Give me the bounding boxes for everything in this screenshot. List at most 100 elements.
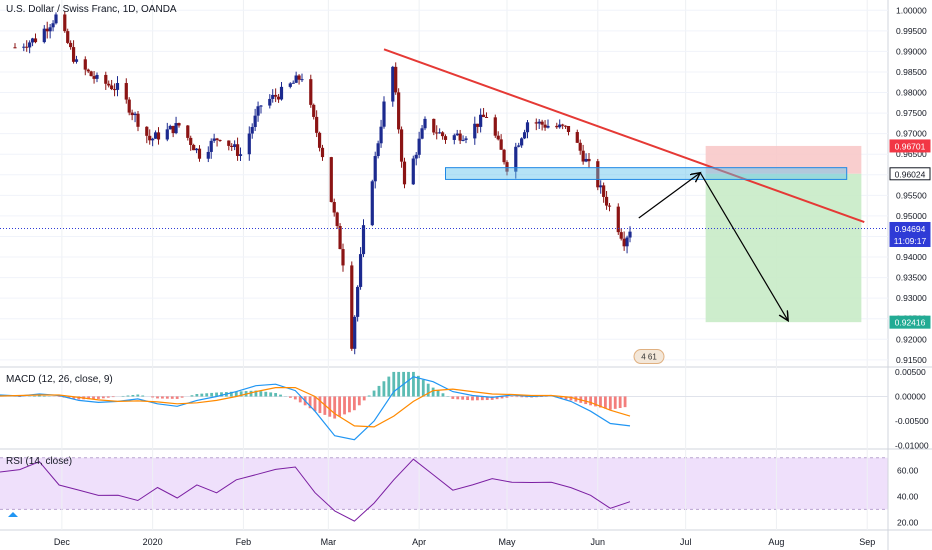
macd-histogram-bar bbox=[229, 391, 233, 397]
candle-body bbox=[420, 128, 424, 139]
macd-histogram-bar bbox=[564, 396, 568, 400]
candle-body bbox=[28, 42, 32, 48]
macd-histogram-bar bbox=[141, 395, 145, 397]
price-tag-label: 11:09:17 bbox=[894, 236, 927, 246]
macd-histogram-bar bbox=[111, 396, 115, 398]
price-tags: 0.96701 0.96024 0.94694 11:09:17 0.92416 bbox=[889, 139, 931, 329]
macd-histogram-bar bbox=[392, 371, 396, 397]
candle-body bbox=[423, 118, 427, 129]
macd-histogram-bar bbox=[421, 379, 425, 397]
macd-histogram-bar bbox=[170, 396, 174, 399]
news-badge bbox=[633, 349, 665, 365]
macd-histogram-bar bbox=[471, 396, 474, 401]
macd-histogram-bar bbox=[343, 396, 346, 415]
candle-body bbox=[253, 115, 257, 127]
candle-body bbox=[473, 123, 477, 139]
candle-body bbox=[206, 151, 210, 159]
candle-body bbox=[238, 154, 243, 156]
candle-body bbox=[215, 138, 219, 140]
macd-histogram-bar bbox=[372, 390, 376, 397]
candle-body bbox=[602, 185, 606, 197]
macd-histogram-bar bbox=[175, 396, 179, 399]
candle-body bbox=[558, 124, 562, 128]
candle-body bbox=[329, 157, 333, 202]
macd-histogram-bar bbox=[397, 371, 401, 397]
macd-histogram-bar bbox=[220, 392, 223, 397]
macd-histogram-bar bbox=[293, 396, 297, 400]
candle-body bbox=[69, 42, 73, 48]
candle-body bbox=[63, 14, 67, 32]
candle-body bbox=[496, 135, 500, 140]
rsi-label: RSI (14, close) bbox=[6, 456, 73, 467]
price-tag-label: 0.96024 bbox=[895, 169, 926, 179]
macd-histogram-bar bbox=[318, 396, 322, 414]
candle-body bbox=[625, 237, 629, 247]
candle-body bbox=[92, 76, 96, 79]
macd-histogram-bar bbox=[599, 396, 602, 408]
candle-body bbox=[581, 150, 585, 162]
candle-body bbox=[341, 249, 345, 266]
axes: Dec 2020 Feb Mar Apr May Jun Jul Aug Sep 1.00000 0.… bbox=[54, 5, 929, 547]
zones bbox=[705, 145, 862, 323]
macd-histogram-bar bbox=[451, 396, 455, 399]
x-tick-label: Jul bbox=[680, 537, 692, 547]
macd-histogram-bar bbox=[584, 396, 588, 405]
macd-histogram-bar bbox=[279, 394, 282, 397]
macd-histogram-bar bbox=[412, 371, 415, 397]
macd-histogram-bar bbox=[239, 391, 243, 397]
candle-body bbox=[171, 125, 175, 134]
candle-body bbox=[174, 123, 178, 134]
macd-histogram-bar bbox=[362, 396, 366, 401]
rsi-tick-label: 40.00 bbox=[897, 491, 919, 501]
y-tick-label: 0.99000 bbox=[896, 46, 927, 56]
candle-body bbox=[566, 125, 571, 133]
macd-histogram-bar bbox=[106, 396, 110, 398]
candle-body bbox=[197, 148, 202, 159]
candle-body bbox=[534, 122, 538, 124]
candle-body bbox=[110, 85, 114, 90]
macd-histogram-bar bbox=[618, 396, 622, 408]
candle-body bbox=[476, 123, 480, 127]
candle-body bbox=[458, 133, 462, 141]
macd-histogram-bar bbox=[431, 387, 435, 397]
candle-body bbox=[555, 125, 559, 128]
price-tag-box bbox=[889, 167, 931, 181]
candle-body bbox=[505, 162, 509, 172]
x-tick-label: Feb bbox=[236, 537, 252, 547]
logo-icon bbox=[8, 512, 18, 517]
price-tag-box bbox=[889, 315, 931, 329]
rsi-line bbox=[0, 458, 631, 522]
candle-body bbox=[353, 316, 357, 349]
candle-body bbox=[227, 140, 231, 146]
candle-body bbox=[332, 201, 336, 213]
candle-body bbox=[481, 114, 486, 117]
macd-histogram-bar bbox=[308, 396, 312, 409]
macd-histogram-bar bbox=[328, 396, 332, 417]
candle-body bbox=[274, 94, 278, 97]
macd-histogram-bar bbox=[387, 376, 391, 397]
candle-body bbox=[22, 46, 26, 48]
macd-histogram-bar bbox=[623, 396, 627, 408]
candles bbox=[13, 11, 632, 355]
candle-body bbox=[522, 132, 527, 139]
candle-body bbox=[464, 138, 468, 140]
macd-histogram-bar bbox=[382, 381, 386, 397]
macd-histogram-bar bbox=[313, 396, 317, 412]
macd-histogram-bar bbox=[338, 396, 342, 417]
candle-body bbox=[537, 121, 541, 124]
macd-histogram-bar bbox=[165, 396, 169, 399]
candle-body bbox=[297, 75, 301, 80]
macd-histogram-bar bbox=[485, 396, 489, 401]
signal-line bbox=[0, 387, 631, 428]
symbol-title: U.S. Dollar / Swiss Franc, 1D, OANDA bbox=[6, 4, 177, 15]
candle-body bbox=[25, 46, 29, 48]
y-tick-label: 0.98000 bbox=[896, 88, 927, 98]
macd-histogram-bar bbox=[352, 396, 356, 411]
candle-body bbox=[48, 27, 52, 32]
macd-histogram-bar bbox=[151, 396, 154, 398]
macd-histogram-bar bbox=[126, 395, 130, 397]
candle-body bbox=[315, 116, 319, 133]
candle-body bbox=[13, 47, 17, 49]
candle-body bbox=[115, 83, 120, 90]
